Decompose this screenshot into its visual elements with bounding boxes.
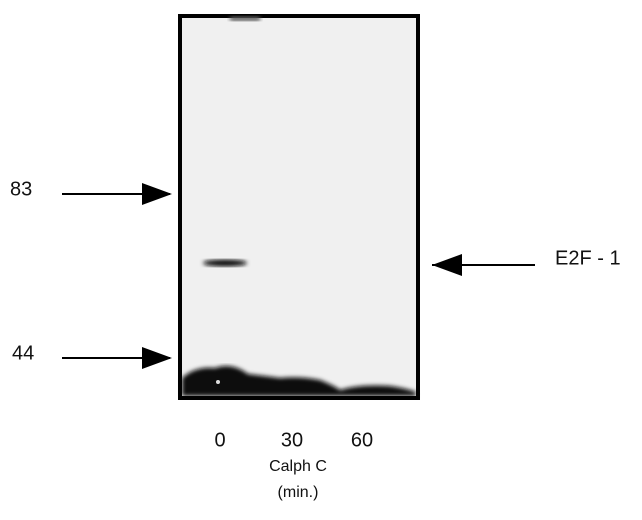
protein-band	[203, 260, 247, 267]
marker-label: 44	[12, 342, 34, 364]
blot-spot	[216, 380, 220, 384]
lane-label: 0	[214, 429, 225, 451]
band-label: E2F - 1	[555, 247, 621, 269]
lane-label: 60	[351, 429, 373, 451]
marker-label: 83	[10, 178, 32, 200]
lane-label: 30	[281, 429, 303, 451]
blot-figure: 83 44 E2F - 1 0 30 60 Calph C (min.)	[0, 0, 642, 515]
arrow-head	[432, 254, 462, 276]
axis-label: Calph C	[269, 458, 327, 475]
blot-smudge	[230, 16, 260, 21]
arrow-head	[142, 347, 172, 369]
blot-membrane	[180, 16, 418, 398]
axis-unit: (min.)	[278, 484, 319, 501]
arrow-head	[142, 183, 172, 205]
